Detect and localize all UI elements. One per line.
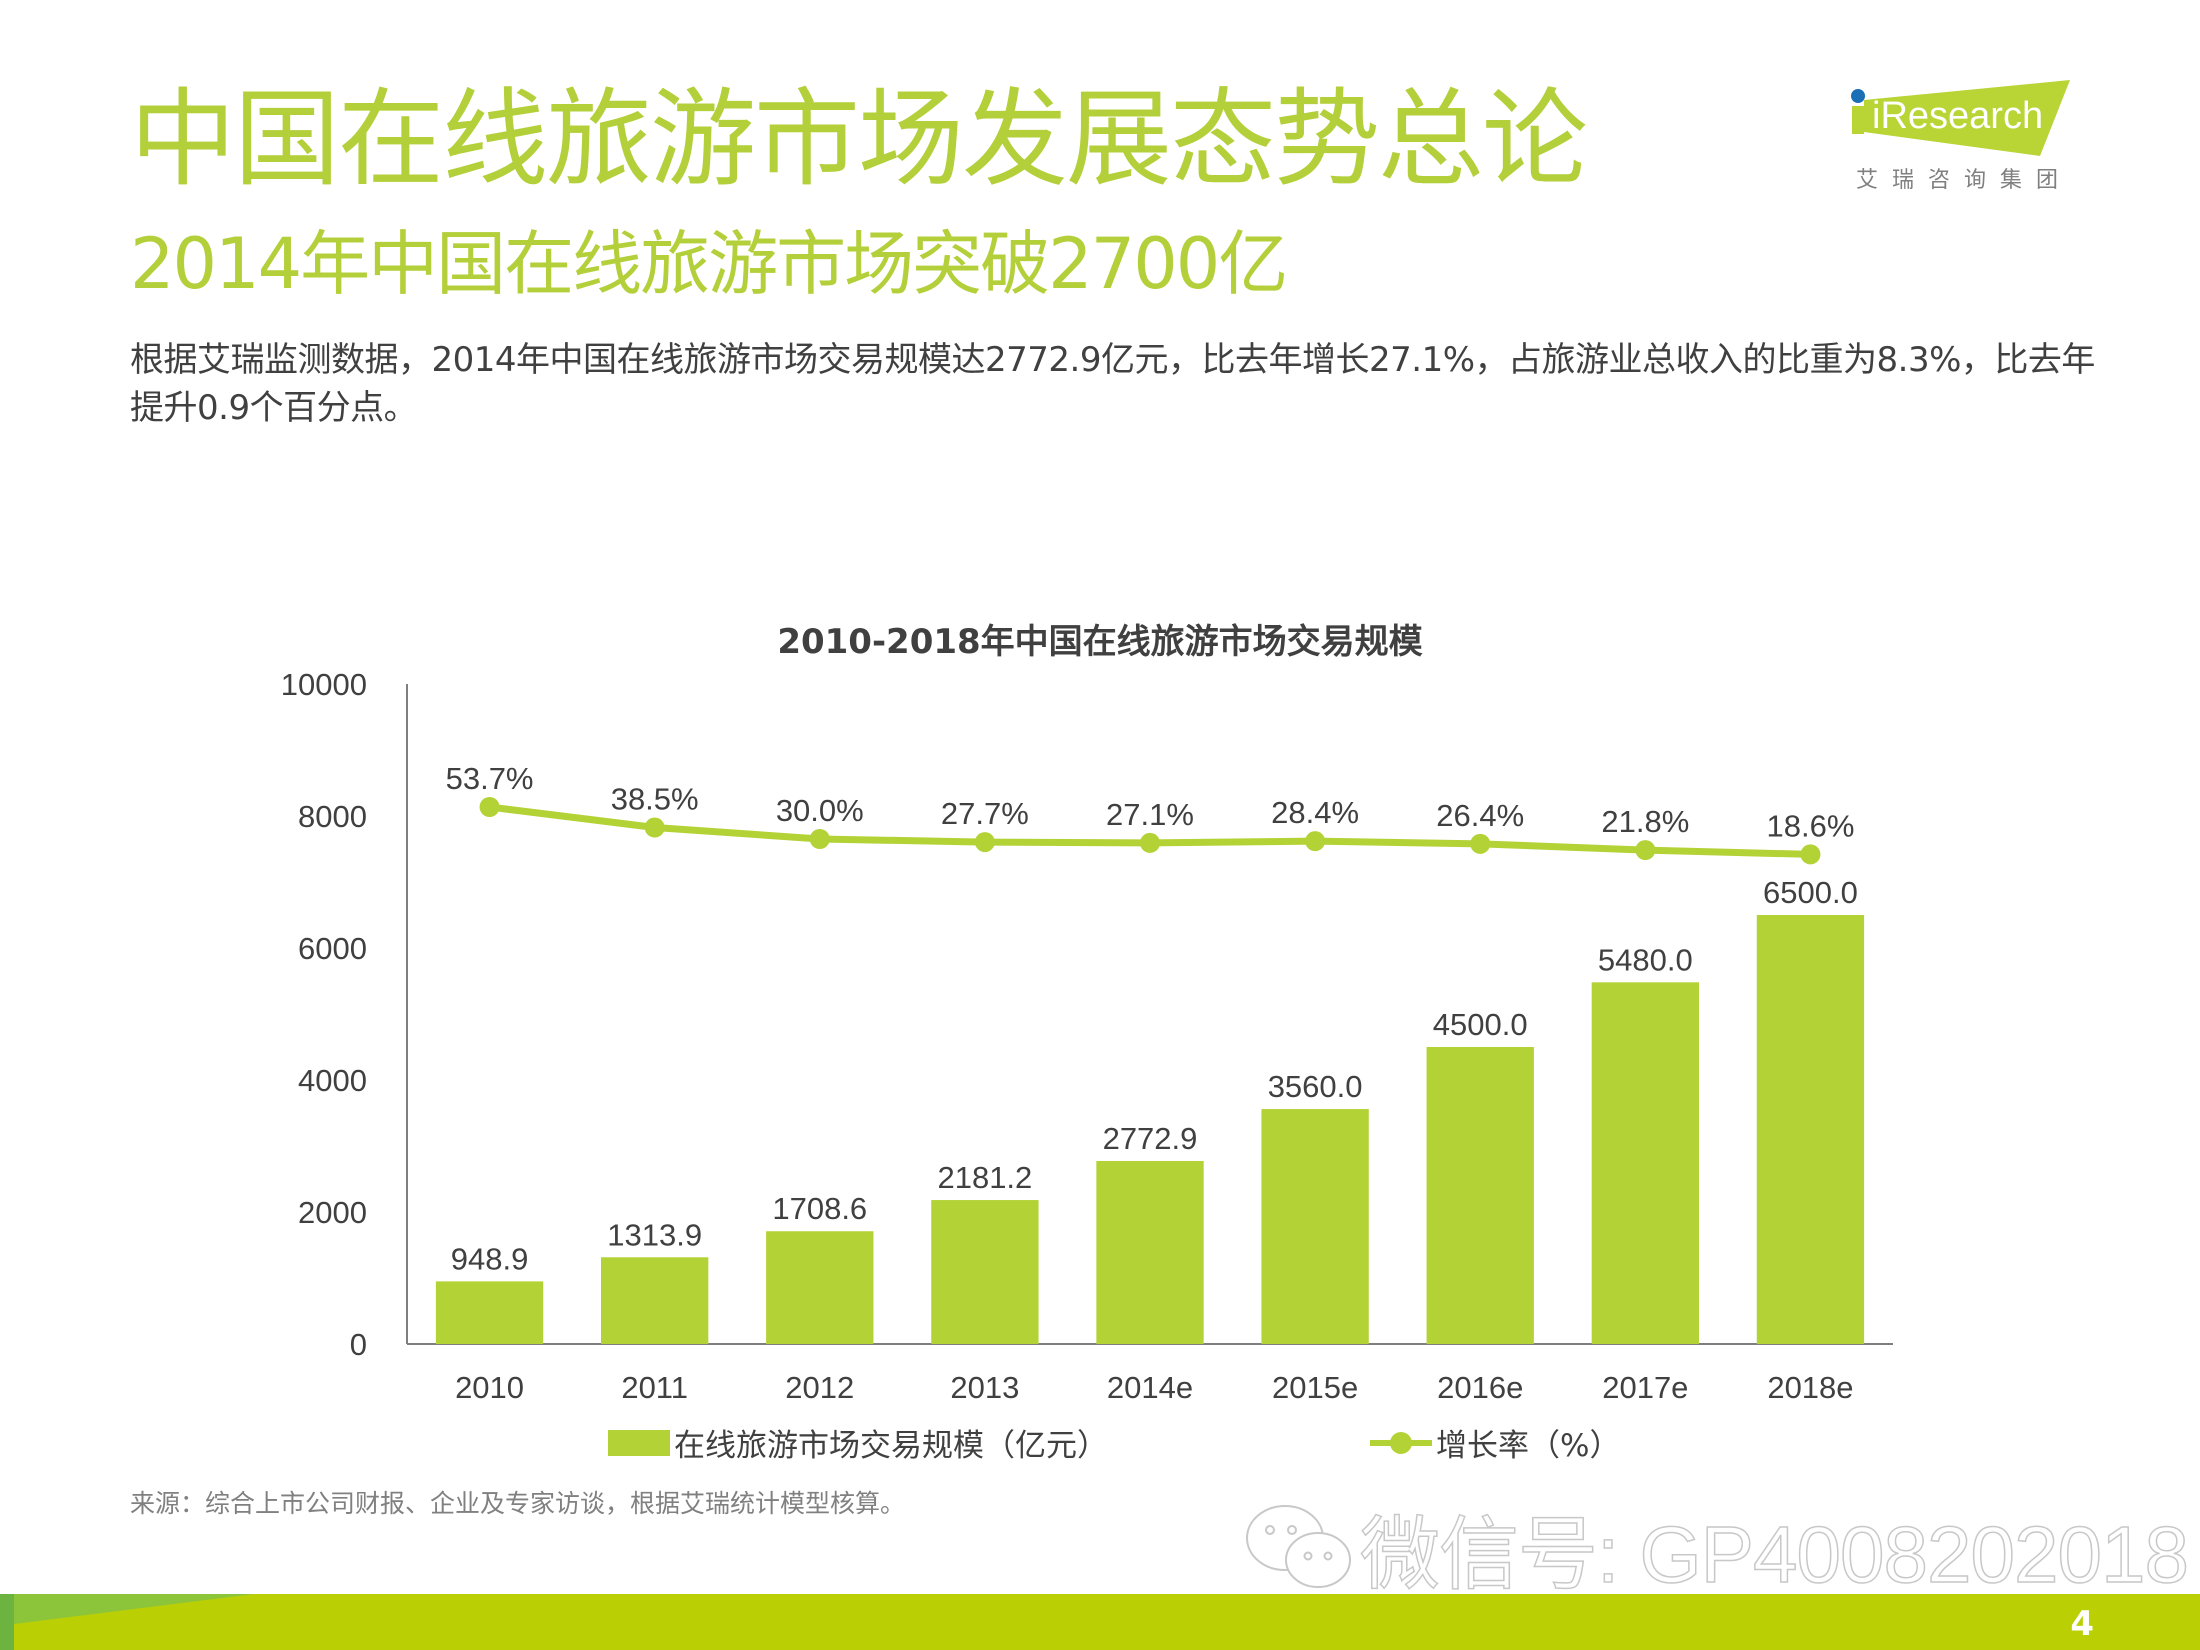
page-number: 4 [2070, 1604, 2094, 1644]
x-tick-label: 2012 [785, 1370, 854, 1405]
y-tick-label: 10000 [281, 667, 367, 702]
growth-value-label: 53.7% [446, 761, 534, 796]
bar-value-label: 2772.9 [1103, 1121, 1198, 1156]
growth-value-label: 27.1% [1106, 797, 1194, 832]
footer-accent [0, 1594, 14, 1650]
source-note: 来源：综合上市公司财报、企业及专家访谈，根据艾瑞统计模型核算。 [130, 1489, 906, 1518]
footer-bar [0, 1594, 2200, 1650]
growth-point-2018e[interactable] [1800, 844, 1821, 865]
logo-tagline: 艾瑞咨询集团 [1856, 168, 2073, 193]
growth-point-2011[interactable] [644, 817, 665, 838]
chart-legend: 在线旅游市场交易规模（亿元） 增长率（%） [0, 1420, 2200, 1464]
page-subtitle: 2014年中国在线旅游市场突破2700亿 [130, 223, 1288, 305]
growth-value-label: 18.6% [1766, 808, 1854, 843]
growth-value-label: 28.4% [1271, 795, 1359, 830]
y-tick-label: 0 [350, 1327, 367, 1362]
legend-bar-swatch [608, 1429, 670, 1456]
x-tick-label: 2011 [621, 1370, 688, 1405]
bar-value-label: 3560.0 [1268, 1069, 1363, 1104]
bar-2015e[interactable] [1261, 1109, 1369, 1344]
x-tick-label: 2014e [1107, 1370, 1193, 1405]
bar-2012[interactable] [766, 1231, 874, 1344]
bar-value-label: 1313.9 [607, 1217, 702, 1252]
bar-2013[interactable] [931, 1200, 1039, 1344]
summary-paragraph: 根据艾瑞监测数据，2014年中国在线旅游市场交易规模达2772.9亿元，比去年增… [130, 340, 2095, 428]
wechat-watermark: 微信号: GP4008202018 [1240, 1490, 2190, 1606]
bar-2010[interactable] [435, 1281, 544, 1344]
growth-value-label: 21.8% [1601, 804, 1689, 839]
iresearch-logo: iResearch [1850, 78, 2080, 198]
bar-value-label: 6500.0 [1763, 875, 1858, 910]
legend-label-volume: 在线旅游市场交易规模（亿元） [674, 1428, 1108, 1464]
y-tick-label: 2000 [298, 1195, 367, 1230]
page-title: 中国在线旅游市场发展态势总论 [130, 78, 1588, 201]
growth-value-label: 26.4% [1436, 798, 1524, 833]
legend-item-volume: 在线旅游市场交易规模（亿元） [608, 1420, 1108, 1465]
legend-item-growth: 增长率（%） [1370, 1420, 1620, 1465]
logo-mark-icon: iResearch [1851, 80, 2070, 156]
footer-decoration [14, 1594, 254, 1624]
watermark-text: 微信号: GP4008202018 [1359, 1509, 2189, 1600]
x-tick-label: 2018e [1767, 1370, 1853, 1405]
growth-point-2014e[interactable] [1140, 832, 1160, 853]
x-tick-label: 2013 [950, 1370, 1019, 1405]
x-tick-label: 2015e [1272, 1370, 1358, 1405]
growth-value-label: 27.7% [941, 796, 1029, 831]
logo-brand-text: iResearch [1872, 95, 2043, 137]
bar-2016e[interactable] [1426, 1047, 1534, 1344]
x-tick-label: 2017e [1602, 1370, 1688, 1405]
x-tick-label: 2010 [455, 1370, 524, 1405]
growth-value-label: 38.5% [611, 782, 699, 817]
growth-point-2012[interactable] [809, 829, 830, 849]
bar-value-label: 2181.2 [937, 1160, 1032, 1195]
bar-2018e[interactable] [1756, 915, 1865, 1344]
y-tick-label: 8000 [298, 799, 367, 834]
bar-2014e[interactable] [1096, 1160, 1204, 1344]
x-tick-label: 2016e [1437, 1370, 1523, 1405]
bar-2011[interactable] [601, 1257, 709, 1344]
legend-label-growth: 增长率（%） [1436, 1428, 1621, 1464]
growth-point-2013[interactable] [974, 832, 995, 853]
bar-2017e[interactable] [1591, 982, 1699, 1344]
y-tick-label: 6000 [298, 931, 367, 966]
bar-value-label: 4500.0 [1433, 1007, 1528, 1042]
growth-point-2010[interactable] [479, 797, 500, 818]
wechat-icon [1246, 1505, 1351, 1588]
growth-point-2017e[interactable] [1635, 840, 1656, 861]
y-tick-label: 4000 [298, 1063, 367, 1098]
bar-value-label: 948.9 [451, 1241, 529, 1276]
growth-value-label: 30.0% [776, 793, 864, 828]
legend-line-swatch [1370, 1430, 1432, 1456]
bar-value-label: 1708.6 [772, 1191, 867, 1226]
growth-point-2016e[interactable] [1470, 833, 1491, 854]
chart-title: 2010-2018年中国在线旅游市场交易规模 [777, 622, 1423, 662]
growth-point-2015e[interactable] [1305, 831, 1326, 852]
bar-value-label: 5480.0 [1598, 942, 1693, 977]
